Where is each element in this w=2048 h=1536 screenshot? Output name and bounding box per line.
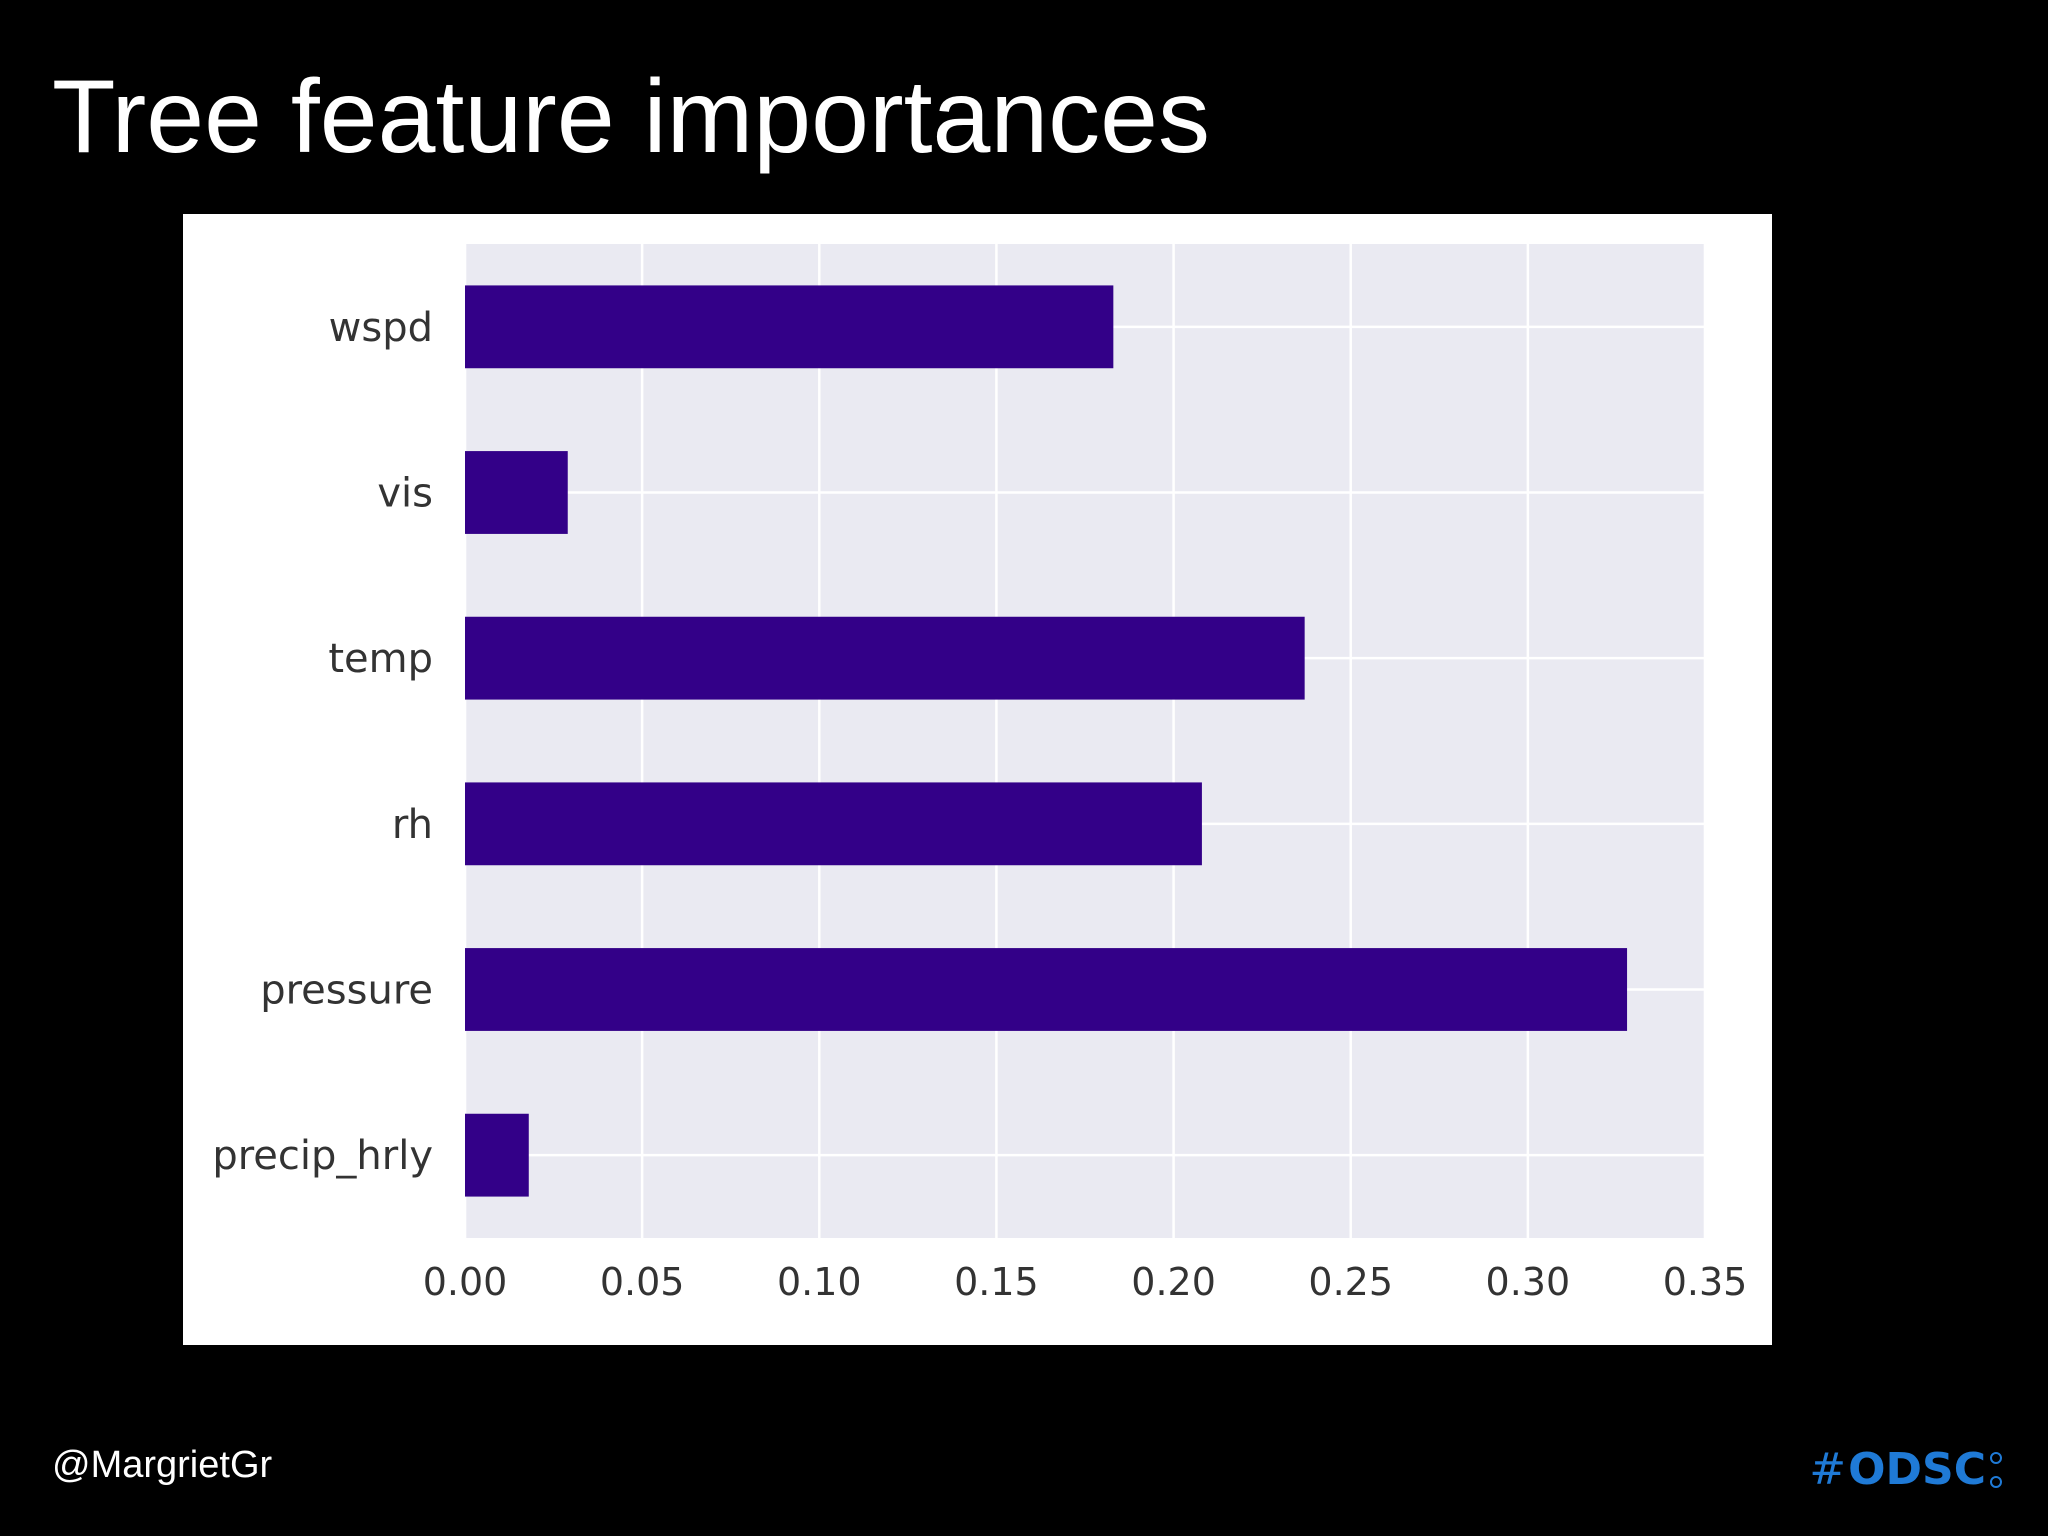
x-tick-label: 0.00 [423, 1260, 508, 1304]
bar-wspd [465, 285, 1114, 369]
x-tick-label: 0.35 [1663, 1260, 1748, 1304]
feature-importance-chart: 0.00 0.05 0.10 0.15 0.20 0.25 0.30 0.35 precip_h… [183, 214, 1772, 1345]
x-tick-label: 0.25 [1308, 1260, 1393, 1304]
plot-area [465, 244, 1705, 1238]
x-tick-label: 0.10 [777, 1260, 862, 1304]
bar-rh [465, 782, 1202, 866]
bar-temp [465, 616, 1305, 700]
footer-twitter-handle: @MargrietGr [52, 1444, 273, 1486]
y-category-label: temp [328, 636, 433, 682]
x-tick-label: 0.15 [954, 1260, 1039, 1304]
brand-dots-icon [1988, 1450, 2004, 1490]
x-tick-label: 0.20 [1131, 1260, 1216, 1304]
y-category-label: wspd [329, 305, 433, 351]
bar-precip-hrly [465, 1113, 529, 1197]
brand-hash: # [1809, 1444, 1847, 1495]
bar-pressure [465, 948, 1628, 1031]
y-category-label: rh [392, 802, 433, 848]
y-category-label: pressure [260, 968, 433, 1014]
y-category-label: precip_hrly [212, 1133, 433, 1179]
bar-vis [465, 451, 568, 534]
chart-svg: 0.00 0.05 0.10 0.15 0.20 0.25 0.30 0.35 precip_h… [212, 244, 1748, 1304]
odsc-logo: # ODSC [1809, 1442, 2004, 1498]
x-tick-label: 0.30 [1486, 1260, 1571, 1304]
y-category-label: vis [377, 471, 433, 517]
x-tick-label: 0.05 [600, 1260, 685, 1304]
slide-title: Tree feature importances [52, 59, 1211, 175]
brand-text: ODSC [1848, 1444, 1986, 1495]
